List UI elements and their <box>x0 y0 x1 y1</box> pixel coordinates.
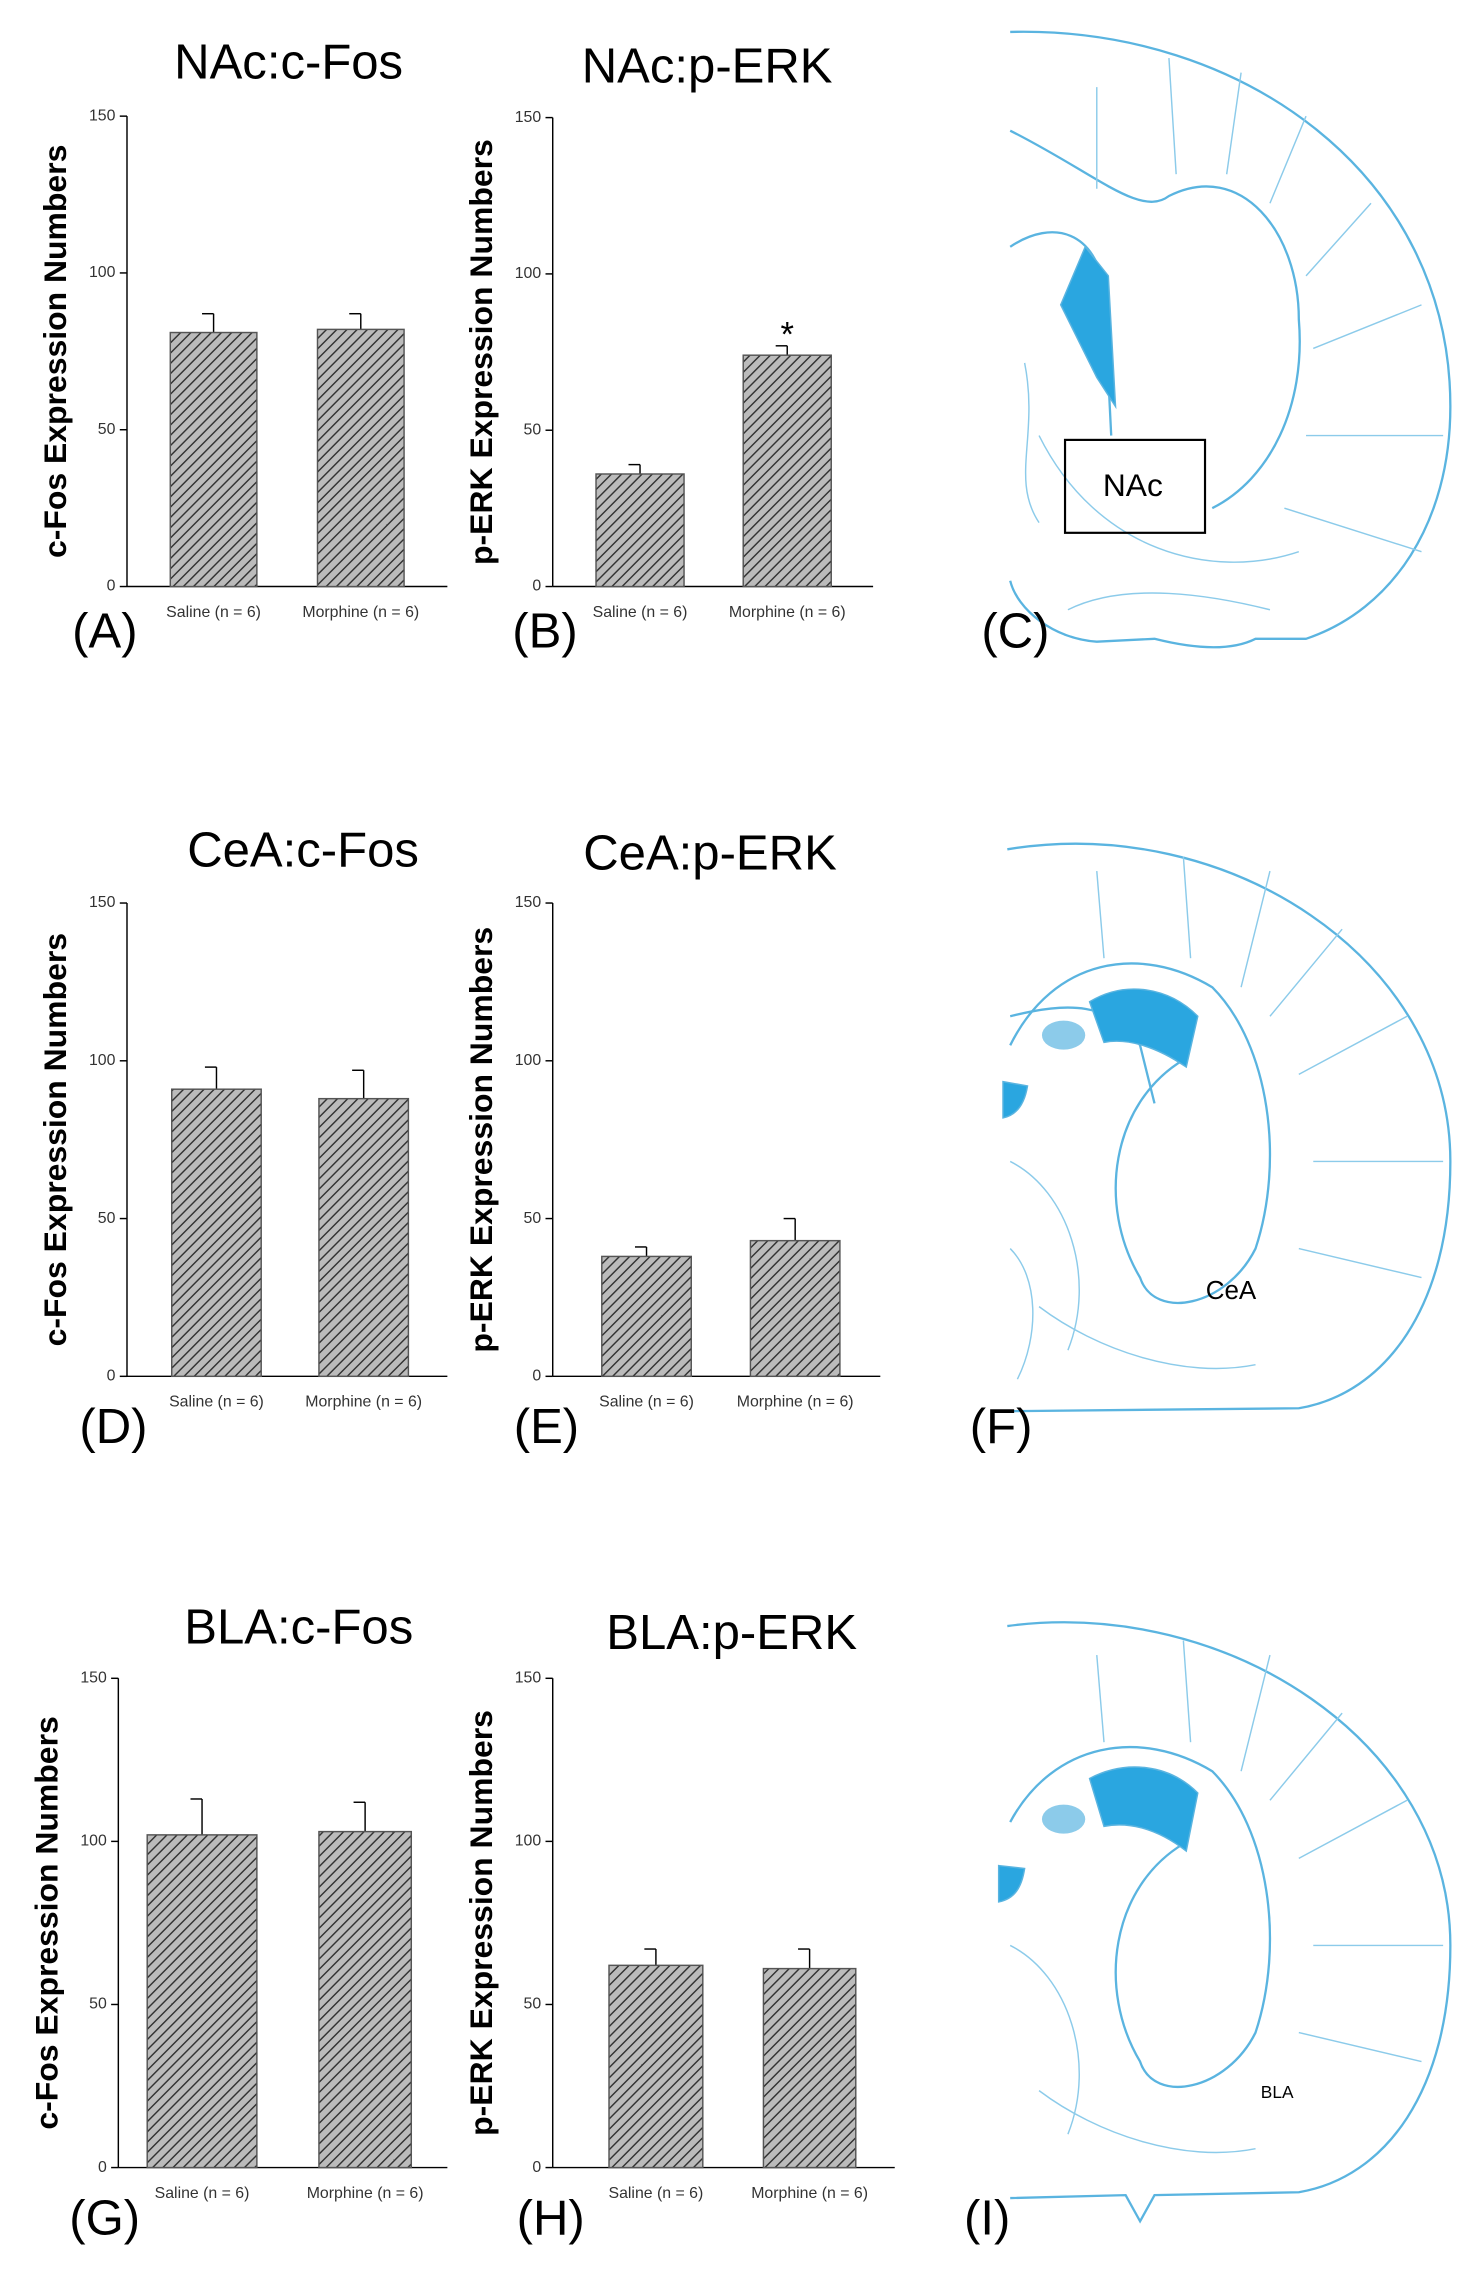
y-tick-label: 150 <box>89 107 116 124</box>
panel-label: (A) <box>72 603 137 658</box>
brain-diagram: NAc (C) <box>981 30 1452 659</box>
panel-label: (C) <box>981 603 1049 658</box>
y-axis-label: c-Fos Expression Numbers <box>29 1716 65 2129</box>
panel-label: (D) <box>79 1399 147 1454</box>
y-tick-label: 150 <box>515 1669 542 1686</box>
panel-label: (H) <box>517 2190 585 2245</box>
brain-diagram: CeA (F) <box>970 842 1452 1454</box>
x-tick-label: Saline (n = 6) <box>593 604 688 621</box>
y-tick-label: 50 <box>524 1996 542 2013</box>
x-tick-label: Saline (n = 6) <box>155 2185 250 2202</box>
x-tick-label: Saline (n = 6) <box>166 604 261 621</box>
region-label: NAc <box>1103 467 1163 503</box>
bar <box>318 1097 410 1378</box>
chart-title: BLA:p-ERK <box>606 1605 857 1660</box>
bar <box>595 473 685 588</box>
y-tick-label: 0 <box>98 2159 107 2176</box>
panel-label: (G) <box>69 2190 140 2245</box>
y-tick-label: 0 <box>107 578 116 595</box>
y-axis-label: p-ERK Expression Numbers <box>463 1710 499 2136</box>
region-label: BLA <box>1261 2082 1294 2102</box>
x-tick-label: Morphine (n = 6) <box>302 604 419 621</box>
annotation: * <box>780 316 793 354</box>
y-axis-label: p-ERK Expression Numbers <box>463 139 499 565</box>
y-tick-label: 100 <box>89 264 116 281</box>
chart-title: CeA:c-Fos <box>187 823 419 878</box>
x-tick-label: Saline (n = 6) <box>599 1394 694 1411</box>
x-tick-label: Morphine (n = 6) <box>305 1394 422 1411</box>
x-tick-label: Morphine (n = 6) <box>737 1394 854 1411</box>
bar <box>171 1088 262 1378</box>
y-tick-label: 100 <box>89 1052 116 1069</box>
chart-title: NAc:p-ERK <box>582 39 833 94</box>
y-axis-label: p-ERK Expression Numbers <box>463 927 499 1353</box>
brain-diagram: BLA (I) <box>964 1621 1452 2245</box>
panel-label: (E) <box>514 1399 579 1454</box>
chart-title: BLA:c-Fos <box>184 1599 413 1654</box>
y-axis-label: c-Fos Expression Numbers <box>37 145 73 558</box>
region-label: CeA <box>1206 1275 1257 1305</box>
y-tick-label: 50 <box>98 421 116 438</box>
y-tick-label: 150 <box>515 109 542 126</box>
y-tick-label: 0 <box>107 1368 116 1385</box>
chart-title: CeA:p-ERK <box>583 825 837 880</box>
y-tick-label: 0 <box>532 1368 541 1385</box>
region-box <box>1063 438 1207 534</box>
panel-label: (B) <box>512 603 577 658</box>
chart-title: NAc:c-Fos <box>174 34 403 89</box>
y-tick-label: 0 <box>532 2159 541 2176</box>
x-tick-label: Morphine (n = 6) <box>751 2185 868 2202</box>
y-tick-label: 50 <box>89 1996 107 2013</box>
x-tick-label: Morphine (n = 6) <box>729 604 846 621</box>
y-tick-label: 150 <box>89 894 116 911</box>
y-tick-label: 100 <box>515 1833 542 1850</box>
bar <box>318 1830 413 2169</box>
panel-label: (I) <box>964 2190 1010 2245</box>
panel-label: (F) <box>970 1399 1033 1454</box>
y-tick-label: 50 <box>98 1210 116 1227</box>
bar <box>762 1967 857 2169</box>
y-tick-label: 100 <box>515 265 542 282</box>
bar <box>608 1964 704 2169</box>
bar <box>316 328 405 588</box>
bar <box>749 1239 841 1378</box>
y-axis-label: c-Fos Expression Numbers <box>37 933 73 1346</box>
bar <box>169 331 258 588</box>
x-tick-label: Saline (n = 6) <box>609 2185 704 2202</box>
bar <box>146 1834 258 2169</box>
y-tick-label: 100 <box>515 1052 542 1069</box>
y-tick-label: 150 <box>515 894 542 911</box>
y-tick-label: 50 <box>524 421 542 438</box>
y-tick-label: 0 <box>532 578 541 595</box>
y-tick-label: 50 <box>524 1210 542 1227</box>
bar <box>601 1255 692 1378</box>
x-tick-label: Morphine (n = 6) <box>307 2185 424 2202</box>
x-tick-label: Saline (n = 6) <box>169 1394 264 1411</box>
bar <box>742 354 832 588</box>
y-tick-label: 150 <box>80 1669 107 1686</box>
y-tick-label: 100 <box>80 1833 107 1850</box>
